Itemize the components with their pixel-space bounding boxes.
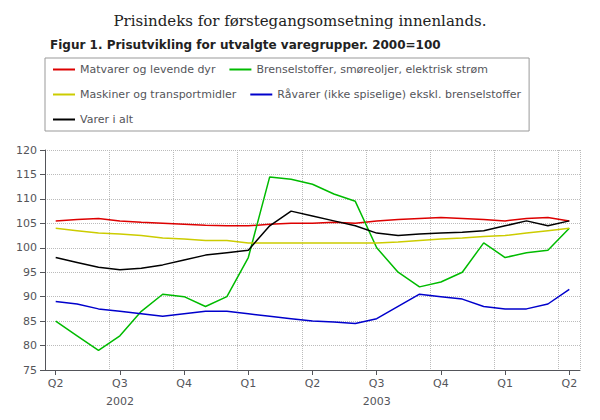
svg-text:Q4: Q4	[433, 377, 449, 390]
svg-text:75: 75	[23, 364, 37, 377]
svg-text:115: 115	[16, 168, 37, 181]
svg-text:Maskiner og transportmidler: Maskiner og transportmidler	[80, 88, 237, 101]
svg-text:95: 95	[23, 266, 37, 279]
svg-text:110: 110	[16, 192, 37, 205]
svg-text:Brenselstoffer, smøreoljer, el: Brenselstoffer, smøreoljer, elektrisk st…	[256, 63, 488, 76]
svg-text:Q2: Q2	[305, 377, 321, 390]
svg-text:105: 105	[16, 217, 37, 230]
svg-text:85: 85	[23, 315, 37, 328]
svg-text:Råvarer (ikke spiselige) ekskl: Råvarer (ikke spiselige) ekskl. brensels…	[277, 88, 521, 101]
svg-text:Varer i alt: Varer i alt	[80, 113, 134, 126]
svg-text:2003: 2003	[363, 395, 391, 408]
svg-text:100: 100	[16, 241, 37, 254]
svg-text:Matvarer og levende dyr: Matvarer og levende dyr	[80, 63, 216, 76]
svg-text:Q3: Q3	[369, 377, 385, 390]
svg-text:Figur 1. Prisutvikling for utv: Figur 1. Prisutvikling for utvalgte vare…	[50, 38, 441, 52]
svg-text:120: 120	[16, 144, 37, 157]
svg-text:2002: 2002	[106, 395, 134, 408]
svg-text:Q2: Q2	[48, 377, 64, 390]
svg-text:90: 90	[23, 290, 37, 303]
svg-text:80: 80	[23, 339, 37, 352]
svg-text:Q1: Q1	[497, 377, 513, 390]
svg-text:Q2: Q2	[561, 377, 577, 390]
svg-text:Prisindeks for førstegangsomse: Prisindeks for førstegangsomsetning inne…	[113, 12, 486, 30]
svg-text:Q4: Q4	[176, 377, 192, 390]
svg-text:Q1: Q1	[240, 377, 256, 390]
svg-text:Q3: Q3	[112, 377, 128, 390]
